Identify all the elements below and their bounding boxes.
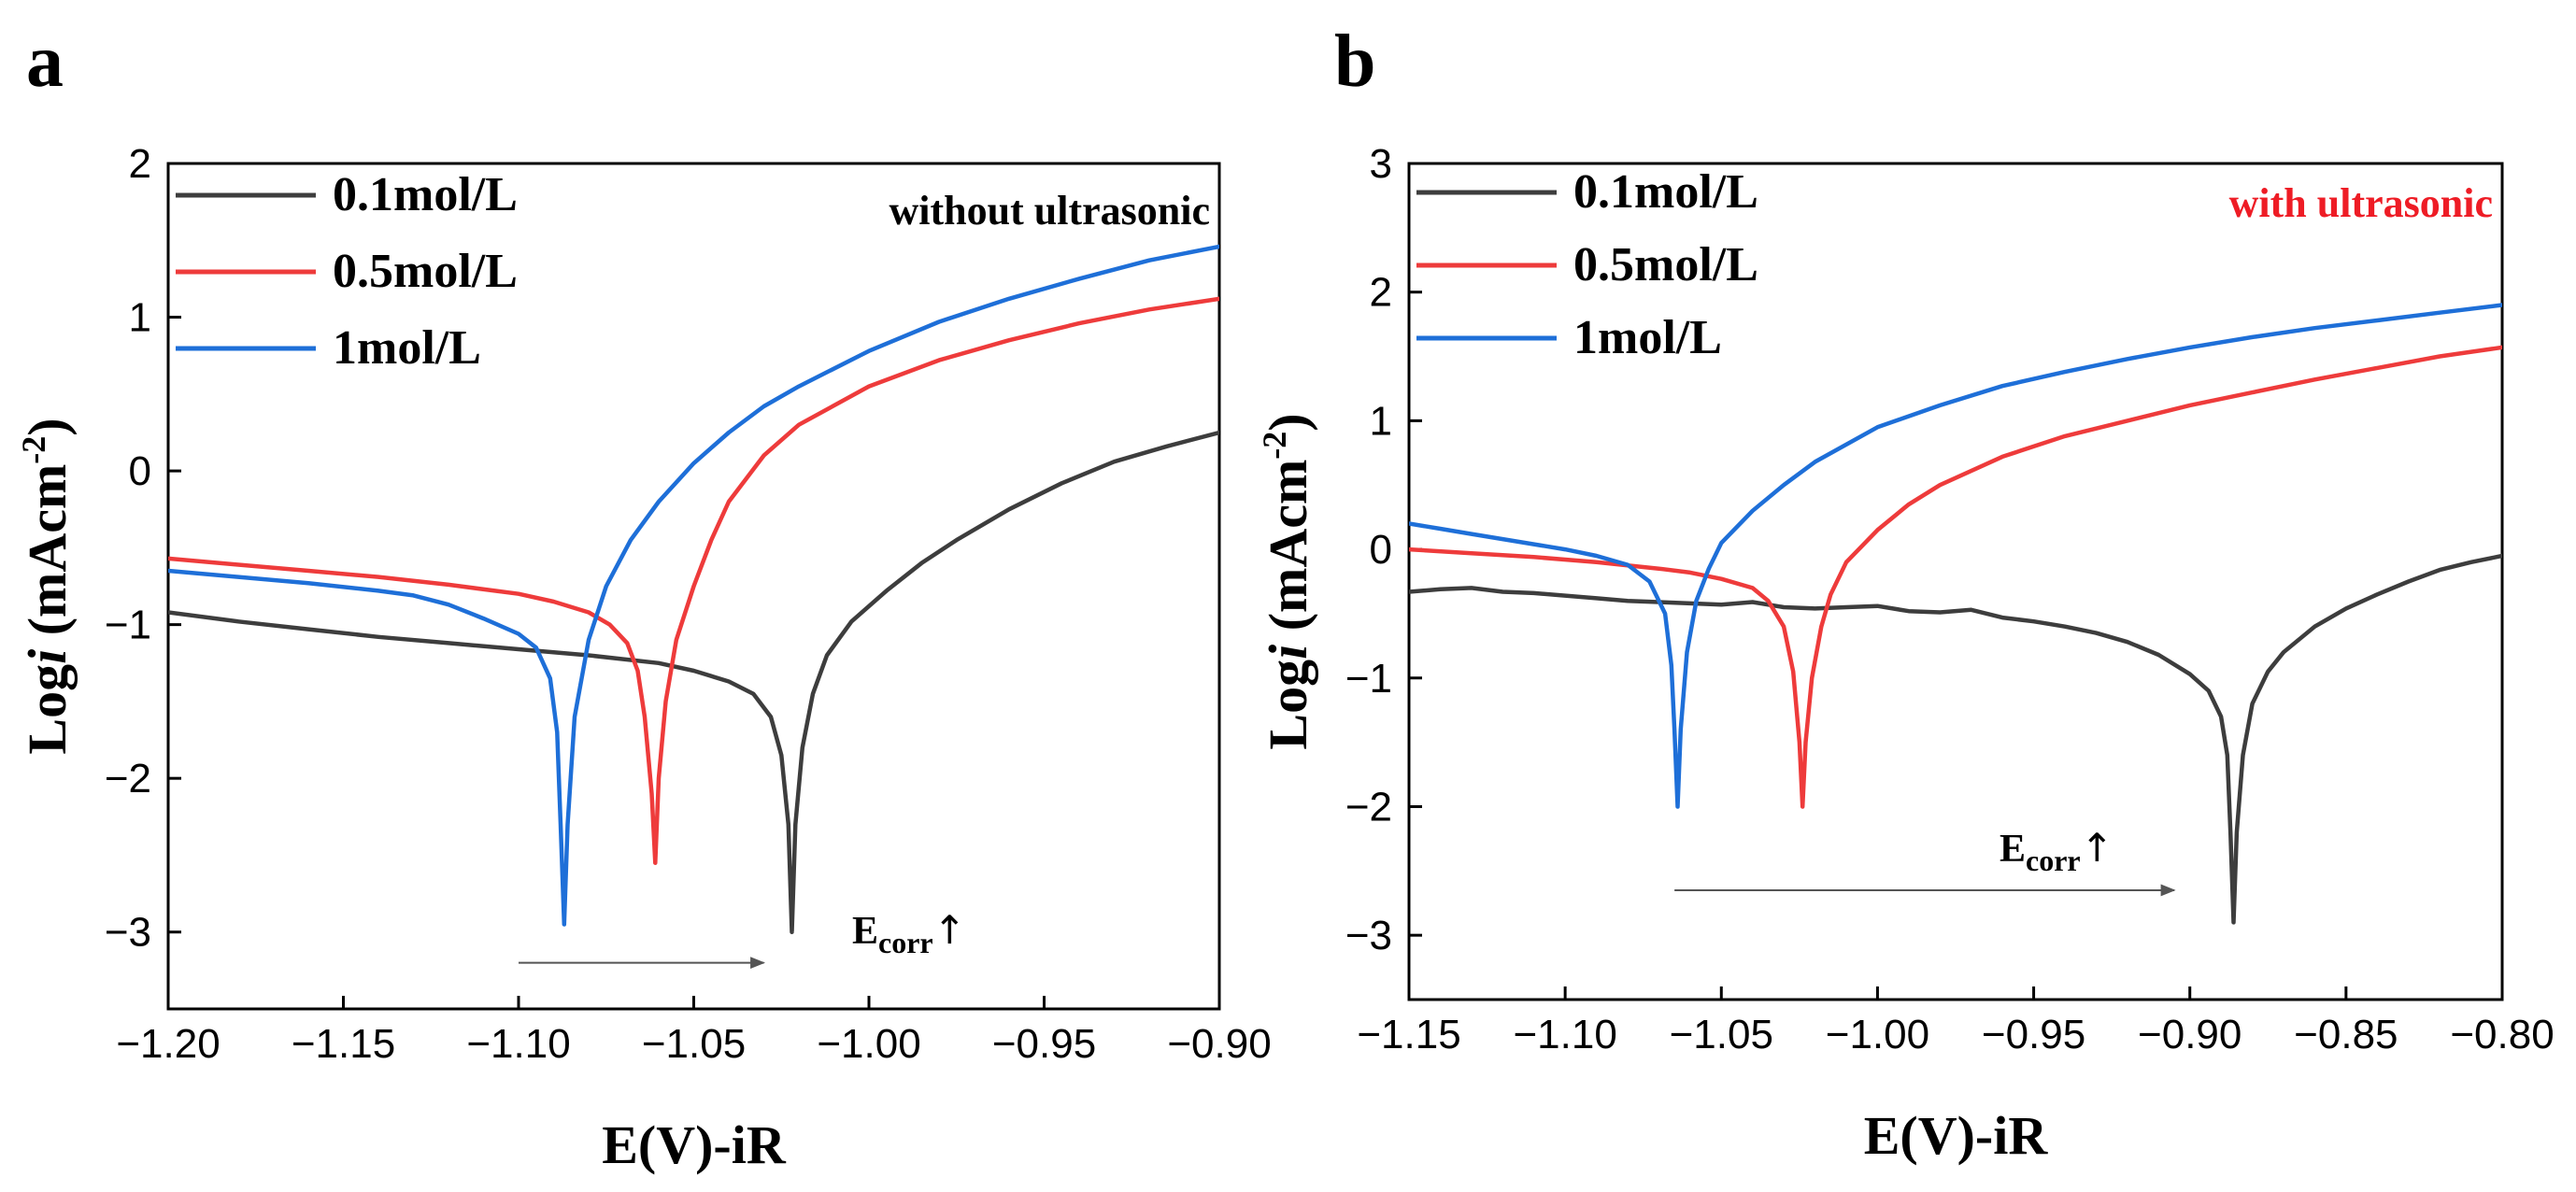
y-axis-title-close: ) xyxy=(17,418,78,435)
ecorr-label-sub: corr xyxy=(878,926,933,959)
x-tick-label: −0.85 xyxy=(2294,1012,2398,1057)
series-line-1 xyxy=(1409,345,2502,809)
y-tick-label: −2 xyxy=(1345,784,1392,830)
x-axis-title: E(V)-iR xyxy=(1864,1105,2049,1166)
x-tick-label: −1.10 xyxy=(466,1021,570,1067)
condition-annotation: without ultrasonic xyxy=(890,188,1210,234)
y-tick-label: 1 xyxy=(129,295,151,341)
series-line-2 xyxy=(1409,303,2502,809)
y-tick-label: 3 xyxy=(1370,141,1392,187)
y-tick-label: −3 xyxy=(105,910,151,956)
y-tick-label: 1 xyxy=(1370,398,1392,444)
y-tick-label: −3 xyxy=(1345,913,1392,958)
x-tick-label: −1.10 xyxy=(1513,1012,1616,1057)
y-axis-title-sup: -2 xyxy=(1256,432,1293,460)
x-tick-label: −1.15 xyxy=(292,1021,395,1067)
legend-label-2: 1mol/L xyxy=(1573,311,1722,364)
ecorr-arrow-glyph: ↑ xyxy=(2081,825,2113,871)
x-tick-label: −1.00 xyxy=(1826,1012,1929,1057)
y-axis-title-unit: (mAcm xyxy=(17,464,78,649)
y-tick-label: −2 xyxy=(105,756,151,802)
y-tick-label: 0 xyxy=(1370,527,1392,573)
x-tick-label: −0.95 xyxy=(1982,1012,2085,1057)
plot-a: −1.20 −1.15 −1.10 −1.05 −1.00 −0.95 −0.90 −3 −2 −… xyxy=(15,141,1272,1175)
y-axis-title-sup: -2 xyxy=(15,436,52,464)
legend-label-0: 0.1mol/L xyxy=(333,168,518,221)
x-tick-label: −1.15 xyxy=(1357,1012,1460,1057)
ecorr-arrow-glyph: ↑ xyxy=(933,907,966,953)
x-axis-title: E(V)-iR xyxy=(602,1114,787,1175)
y-tick-label: −1 xyxy=(105,603,151,648)
series-line-0 xyxy=(168,430,1219,934)
y-axis-title-log: Log xyxy=(1258,660,1318,750)
series-group xyxy=(168,244,1219,934)
series-group xyxy=(1409,303,2502,925)
x-tick-label: −1.20 xyxy=(116,1021,220,1067)
legend-label-1: 0.5mol/L xyxy=(1573,238,1758,291)
series-line-0 xyxy=(1409,553,2502,925)
x-tick-label: −0.90 xyxy=(2138,1012,2242,1057)
y-axis-title-i: i xyxy=(17,649,78,664)
plot-frame xyxy=(1407,162,2504,1001)
y-axis-title: Logi (mAcm-2) xyxy=(15,418,78,754)
panel-letter-a: a xyxy=(26,21,64,103)
x-tick-label: −0.95 xyxy=(992,1021,1096,1067)
panel-a: a −1.20 −1.15 −1.10 −1.05 −1.00 −0.95 −0.90−3−… xyxy=(15,21,1272,1175)
x-tick-label: −1.05 xyxy=(1670,1012,1773,1057)
legend-label-1: 0.5mol/L xyxy=(333,245,518,298)
y-axis-title: Logi (mAcm-2) xyxy=(1256,413,1318,749)
series-line-2 xyxy=(168,244,1219,927)
ecorr-label: Ecorr↑ xyxy=(2000,825,2113,877)
y-axis-title-i: i xyxy=(1258,645,1318,660)
y-axis-title-close: ) xyxy=(1258,413,1318,431)
x-tick-label: −1.00 xyxy=(817,1021,920,1067)
y-tick-label: 2 xyxy=(129,141,151,187)
condition-annotation: with ultrasonic xyxy=(2229,180,2493,226)
plot-b: −1.15 −1.10 −1.05 −1.00 −0.95 −0.90 −0.85 −0.80… xyxy=(1256,141,2555,1166)
y-axis-title-log: Log xyxy=(17,664,78,755)
panel-letter-b: b xyxy=(1334,21,1376,103)
x-tick-label: −0.90 xyxy=(1167,1021,1271,1067)
y-tick-label: −1 xyxy=(1345,656,1392,702)
y-tick-label: 2 xyxy=(1370,270,1392,316)
y-tick-label: 0 xyxy=(129,448,151,494)
ecorr-label-main: E xyxy=(852,910,878,953)
panel-b: b −1.15 −1.10 −1.05 −1.00 −0.95 −0.90 −0.85 −0.… xyxy=(1256,21,2555,1166)
legend-label-0: 0.1mol/L xyxy=(1573,165,1758,219)
ecorr-label-sub: corr xyxy=(2026,844,2081,877)
x-tick-label: −1.05 xyxy=(642,1021,746,1067)
ecorr-label-main: E xyxy=(2000,828,2026,871)
x-tick-label: −0.80 xyxy=(2450,1012,2554,1057)
legend-label-2: 1mol/L xyxy=(333,321,481,375)
series-line-1 xyxy=(168,296,1219,865)
y-axis-title-unit: (mAcm xyxy=(1258,460,1318,645)
ecorr-label: Ecorr↑ xyxy=(852,907,966,959)
